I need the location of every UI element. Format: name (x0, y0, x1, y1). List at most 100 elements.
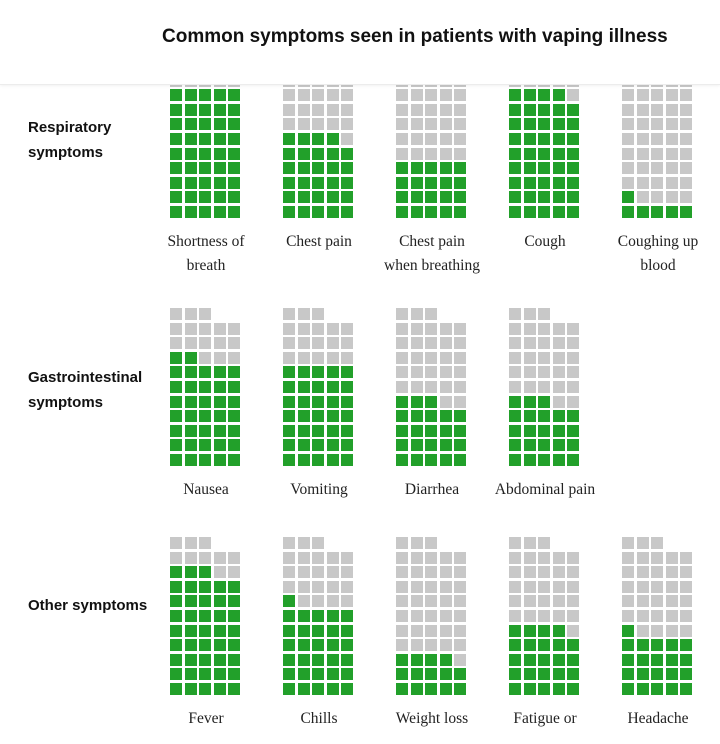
cell-empty (425, 89, 438, 102)
cell-filled (538, 624, 551, 637)
cell-filled (425, 206, 438, 218)
cell-filled (199, 566, 212, 579)
cell-empty (523, 351, 536, 364)
cell-filled (312, 162, 325, 175)
cell-filled (228, 206, 241, 218)
cell-empty (297, 89, 310, 102)
cell-filled (538, 668, 551, 681)
cell-empty (509, 322, 521, 335)
cell-filled (396, 454, 408, 466)
cell-empty (523, 337, 536, 350)
cell-filled (199, 610, 212, 622)
cell-empty (622, 103, 634, 116)
cell-filled (170, 639, 182, 652)
cell-empty (199, 337, 212, 350)
cell-empty (636, 176, 649, 189)
cell-empty (213, 566, 226, 579)
cell-filled (184, 410, 197, 423)
cell-empty (312, 337, 325, 350)
cell-empty (665, 595, 678, 608)
cell-filled (213, 424, 226, 437)
cell-filled (341, 424, 354, 437)
cell-filled (199, 668, 212, 681)
cell-filled (228, 595, 241, 608)
cell-empty (454, 580, 467, 593)
cell-empty (439, 337, 452, 350)
cell-filled (680, 668, 693, 681)
cell-filled (410, 395, 423, 408)
cell-filled (425, 653, 438, 666)
cell-empty (326, 103, 339, 116)
cell-filled (184, 89, 197, 102)
cell-empty (509, 537, 521, 549)
cell-empty (680, 133, 693, 145)
cell-filled (567, 118, 580, 131)
cell-empty (636, 580, 649, 593)
cell-empty (651, 551, 664, 564)
cell-filled (184, 381, 197, 393)
cell-filled (312, 610, 325, 622)
cell-empty (680, 162, 693, 175)
cell-filled (410, 191, 423, 204)
cell-filled (297, 454, 310, 466)
cell-empty (523, 551, 536, 564)
cell-empty (283, 337, 295, 350)
cell-filled (552, 191, 565, 204)
cell-filled (523, 410, 536, 423)
cell-filled (228, 381, 241, 393)
cell-empty (665, 551, 678, 564)
cell-filled (622, 639, 634, 652)
cell-filled (523, 624, 536, 637)
cell-empty (439, 551, 452, 564)
cell-empty (665, 566, 678, 579)
cell-filled (567, 176, 580, 189)
cell-filled (326, 653, 339, 666)
cell-empty (509, 366, 521, 379)
cell-filled (341, 206, 354, 218)
cell-filled (538, 206, 551, 218)
cell-empty (680, 566, 693, 579)
cell-empty (680, 118, 693, 131)
cell-filled (425, 176, 438, 189)
cell-filled (665, 639, 678, 652)
cell-empty (651, 103, 664, 116)
symptom-label-line: Chills (300, 710, 338, 727)
cell-filled (326, 162, 339, 175)
cell-filled (312, 395, 325, 408)
cell-empty (341, 103, 354, 116)
cell-filled (312, 206, 325, 218)
cell-filled (552, 624, 565, 637)
cell-filled (567, 454, 580, 466)
cell-filled (341, 439, 354, 452)
cell-filled (523, 162, 536, 175)
cell-filled (396, 395, 408, 408)
cell-empty (283, 89, 295, 102)
cell-empty (341, 595, 354, 608)
cell-empty (552, 595, 565, 608)
cell-empty (425, 610, 438, 622)
cell-filled (184, 366, 197, 379)
cell-empty (396, 351, 408, 364)
cell-filled (228, 454, 241, 466)
cell-empty (636, 191, 649, 204)
cell-empty (454, 337, 467, 350)
cell-empty (410, 381, 423, 393)
cell-filled (636, 653, 649, 666)
cell-empty (552, 551, 565, 564)
cell-filled (213, 668, 226, 681)
cell-empty (297, 103, 310, 116)
cell-empty (651, 147, 664, 160)
cell-filled (199, 424, 212, 437)
cell-empty (228, 337, 241, 350)
cell-filled (184, 566, 197, 579)
cell-empty (312, 89, 325, 102)
cell-empty (410, 595, 423, 608)
cell-empty (396, 595, 408, 608)
cell-empty (523, 566, 536, 579)
cell-filled (425, 439, 438, 452)
cell-filled (228, 176, 241, 189)
cell-filled (184, 595, 197, 608)
cell-filled (341, 683, 354, 695)
cell-filled (523, 191, 536, 204)
